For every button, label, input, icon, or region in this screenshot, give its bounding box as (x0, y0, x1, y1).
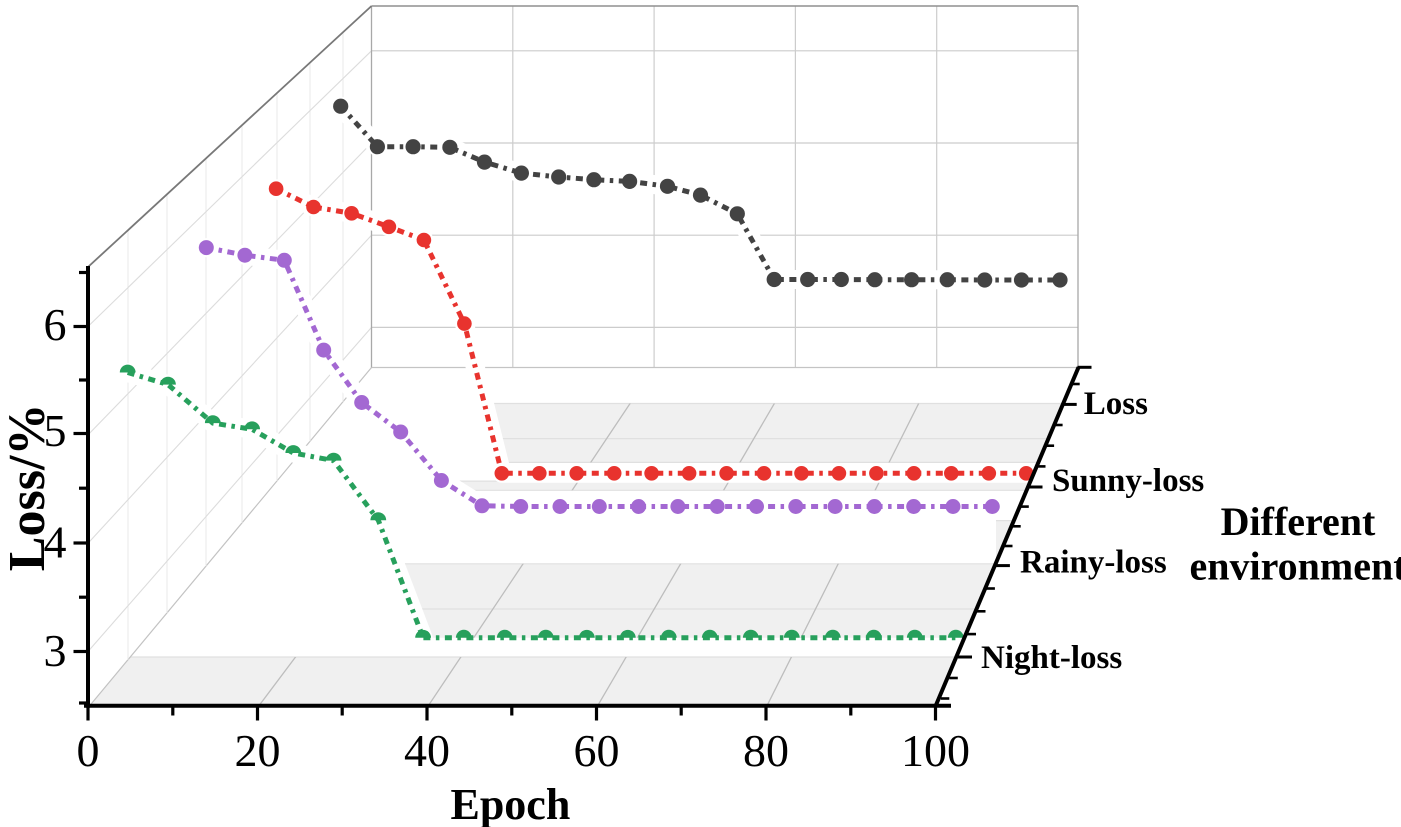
svg-text:Night-loss: Night-loss (981, 640, 1122, 676)
svg-text:40: 40 (404, 725, 450, 776)
svg-text:0: 0 (77, 725, 100, 776)
svg-text:Epoch: Epoch (450, 780, 570, 827)
svg-text:100: 100 (901, 725, 970, 776)
svg-text:6: 6 (44, 299, 67, 350)
svg-text:80: 80 (743, 725, 789, 776)
svg-text:Loss/%: Loss/% (0, 404, 56, 572)
svg-text:4: 4 (44, 516, 67, 567)
svg-text:Loss: Loss (1084, 386, 1148, 422)
svg-text:Different: Different (1221, 499, 1376, 544)
svg-text:5: 5 (44, 405, 67, 456)
svg-text:3: 3 (44, 625, 67, 676)
svg-text:Rainy-loss: Rainy-loss (1020, 544, 1167, 580)
svg-text:60: 60 (574, 725, 620, 776)
svg-text:Sunny-loss: Sunny-loss (1052, 463, 1204, 499)
svg-text:environment: environment (1189, 544, 1401, 589)
svg-text:20: 20 (235, 725, 281, 776)
